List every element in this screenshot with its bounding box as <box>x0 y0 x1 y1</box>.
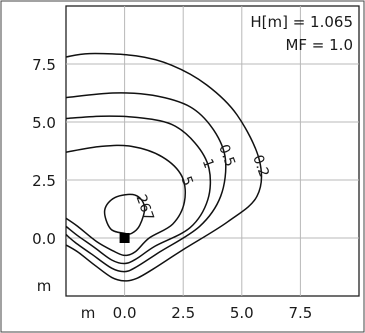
contour-line-5 <box>66 144 187 257</box>
source-marker-layer <box>119 233 130 243</box>
y-unit-label: m <box>37 277 52 295</box>
x-tick-label-1: 2.5 <box>171 304 195 322</box>
contour-line-267 <box>103 193 146 235</box>
x-tick-label-2: 5.0 <box>230 304 254 322</box>
plot-frame <box>65 5 360 297</box>
x-tick-label-3: 7.5 <box>288 304 312 322</box>
x-tick-label-0: 0.0 <box>113 304 137 322</box>
contour-line-0-5 <box>66 92 227 273</box>
contour-lines <box>66 52 263 282</box>
tick-labels: 0.0 2.5 5.0 7.5 0.0 2.5 5.0 7.5 <box>32 56 312 322</box>
contour-label-0-5: 0.5 <box>215 142 238 168</box>
grid <box>66 6 359 296</box>
contour-line-1 <box>66 115 212 265</box>
y-tick-label-2: 5.0 <box>32 114 56 132</box>
y-tick-label-3: 7.5 <box>32 56 56 74</box>
y-tick-label-0: 0.0 <box>32 230 56 248</box>
source-marker <box>119 233 130 243</box>
info-line-mf: MF = 1.0 <box>285 36 353 54</box>
contour-line-0-2 <box>66 52 263 282</box>
x-unit-label: m <box>81 304 96 322</box>
info-line-height: H[m] = 1.065 <box>250 13 353 31</box>
y-tick-label-1: 2.5 <box>32 172 56 190</box>
contour-label-0-2: 0.2 <box>249 153 272 179</box>
